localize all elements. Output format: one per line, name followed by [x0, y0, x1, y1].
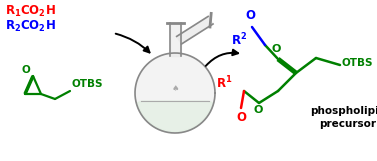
Text: OTBS: OTBS: [72, 79, 104, 89]
Text: $\mathbf{R_1CO_2H}$: $\mathbf{R_1CO_2H}$: [5, 4, 56, 19]
Text: O: O: [271, 44, 281, 54]
Polygon shape: [177, 16, 213, 44]
Polygon shape: [137, 101, 213, 132]
Polygon shape: [170, 23, 181, 56]
Text: O: O: [253, 105, 263, 115]
Text: $\mathbf{R^1}$: $\mathbf{R^1}$: [216, 75, 232, 91]
Text: OTBS: OTBS: [342, 58, 374, 68]
Text: O: O: [236, 111, 246, 124]
Text: ♠: ♠: [171, 84, 179, 93]
Polygon shape: [135, 53, 215, 133]
Text: O: O: [245, 9, 255, 22]
Text: phospholipid: phospholipid: [310, 106, 377, 116]
Text: precursor: precursor: [319, 119, 377, 129]
Text: $\mathbf{R_2CO_2H}$: $\mathbf{R_2CO_2H}$: [5, 19, 56, 34]
Text: $\mathbf{R^2}$: $\mathbf{R^2}$: [231, 32, 247, 48]
Text: O: O: [21, 65, 31, 75]
